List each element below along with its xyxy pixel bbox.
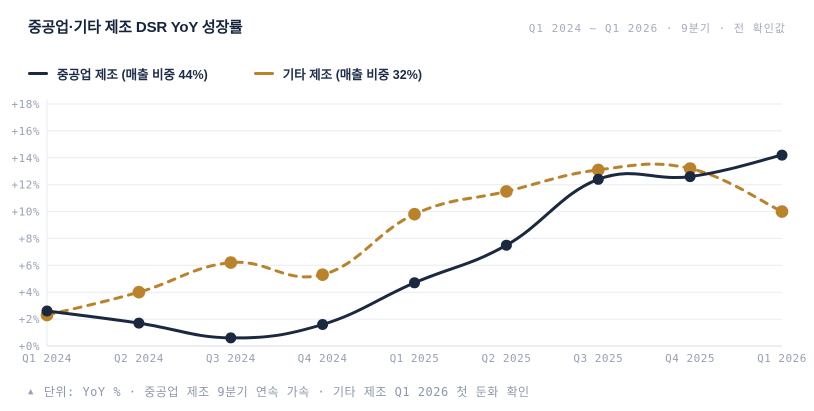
x-axis-label: Q1 2024 — [22, 352, 72, 365]
x-axis-label: Q1 2026 — [757, 352, 807, 365]
legend-swatch-heavy-icon — [28, 72, 48, 75]
legend-item-heavy-manufacturing[interactable]: 중공업 제조 (매출 비중 44%) — [28, 64, 208, 83]
footnote-text: 단위: YoY % · 중공업 제조 9분기 연속 가속 · 기타 제조 Q1 … — [43, 385, 530, 399]
y-tick-label: +6% — [19, 259, 40, 272]
panel-header: 중공업·기타 제조 DSR YoY 성장률 Q1 2024 ~ Q1 2026 … — [28, 16, 786, 37]
y-tick-label: +12% — [12, 179, 41, 192]
y-tick-label: +18% — [12, 98, 41, 111]
y-tick-label: +8% — [19, 232, 40, 245]
data-point-series-1 — [132, 285, 146, 299]
range-meta-label: Q1 2024 ~ Q1 2026 · 9분기 · 전 확인값 — [528, 22, 786, 35]
data-point-series-0 — [133, 317, 145, 329]
legend-swatch-other-icon — [253, 72, 274, 75]
page-title: 중공업·기타 제조 DSR YoY 성장률 — [28, 19, 243, 36]
y-tick-label: +16% — [12, 125, 41, 138]
x-axis-label: Q1 2025 — [390, 352, 440, 365]
data-point-series-1 — [316, 268, 329, 282]
y-tick-label: +0% — [19, 340, 40, 353]
y-tick-label: +10% — [12, 206, 41, 219]
data-point-series-0 — [317, 319, 329, 330]
x-axis-label: Q3 2025 — [573, 352, 623, 365]
data-point-series-0 — [776, 149, 788, 161]
chart-footnote: ▲ 단위: YoY % · 중공업 제조 9분기 연속 가속 · 기타 제조 Q… — [28, 383, 530, 400]
y-tick-label: +2% — [19, 313, 40, 326]
chart-legend: 중공업 제조 (매출 비중 44%) 기타 제조 (매출 비중 32%) — [28, 64, 422, 83]
legend-item-other-manufacturing[interactable]: 기타 제조 (매출 비중 32%) — [253, 64, 422, 83]
data-point-series-0 — [225, 332, 237, 344]
data-point-series-1 — [775, 205, 789, 218]
x-axis-label: Q4 2024 — [298, 352, 348, 365]
legend-label-other: 기타 제조 (매출 비중 32%) — [282, 68, 422, 82]
legend-label-heavy: 중공업 제조 (매출 비중 44%) — [57, 68, 208, 82]
series-line-0 — [45, 153, 784, 340]
data-point-series-1 — [592, 163, 605, 177]
data-point-series-1 — [500, 185, 513, 198]
data-point-series-1 — [683, 162, 697, 175]
data-point-series-0 — [41, 305, 53, 317]
x-axis-label: Q4 2025 — [665, 352, 715, 365]
y-tick-label: +4% — [19, 286, 40, 299]
x-axis-label: Q2 2025 — [481, 352, 531, 365]
y-tick-label: +14% — [12, 152, 41, 165]
data-point-series-0 — [684, 171, 696, 183]
data-point-series-0 — [592, 173, 604, 185]
x-axis-label: Q2 2024 — [114, 352, 164, 365]
x-axis-label: Q3 2024 — [206, 352, 256, 365]
data-point-series-0 — [500, 239, 512, 251]
up-triangle-icon: ▲ — [28, 386, 34, 397]
data-point-series-1 — [408, 207, 421, 221]
data-point-series-1 — [224, 256, 238, 269]
data-point-series-0 — [409, 277, 420, 289]
